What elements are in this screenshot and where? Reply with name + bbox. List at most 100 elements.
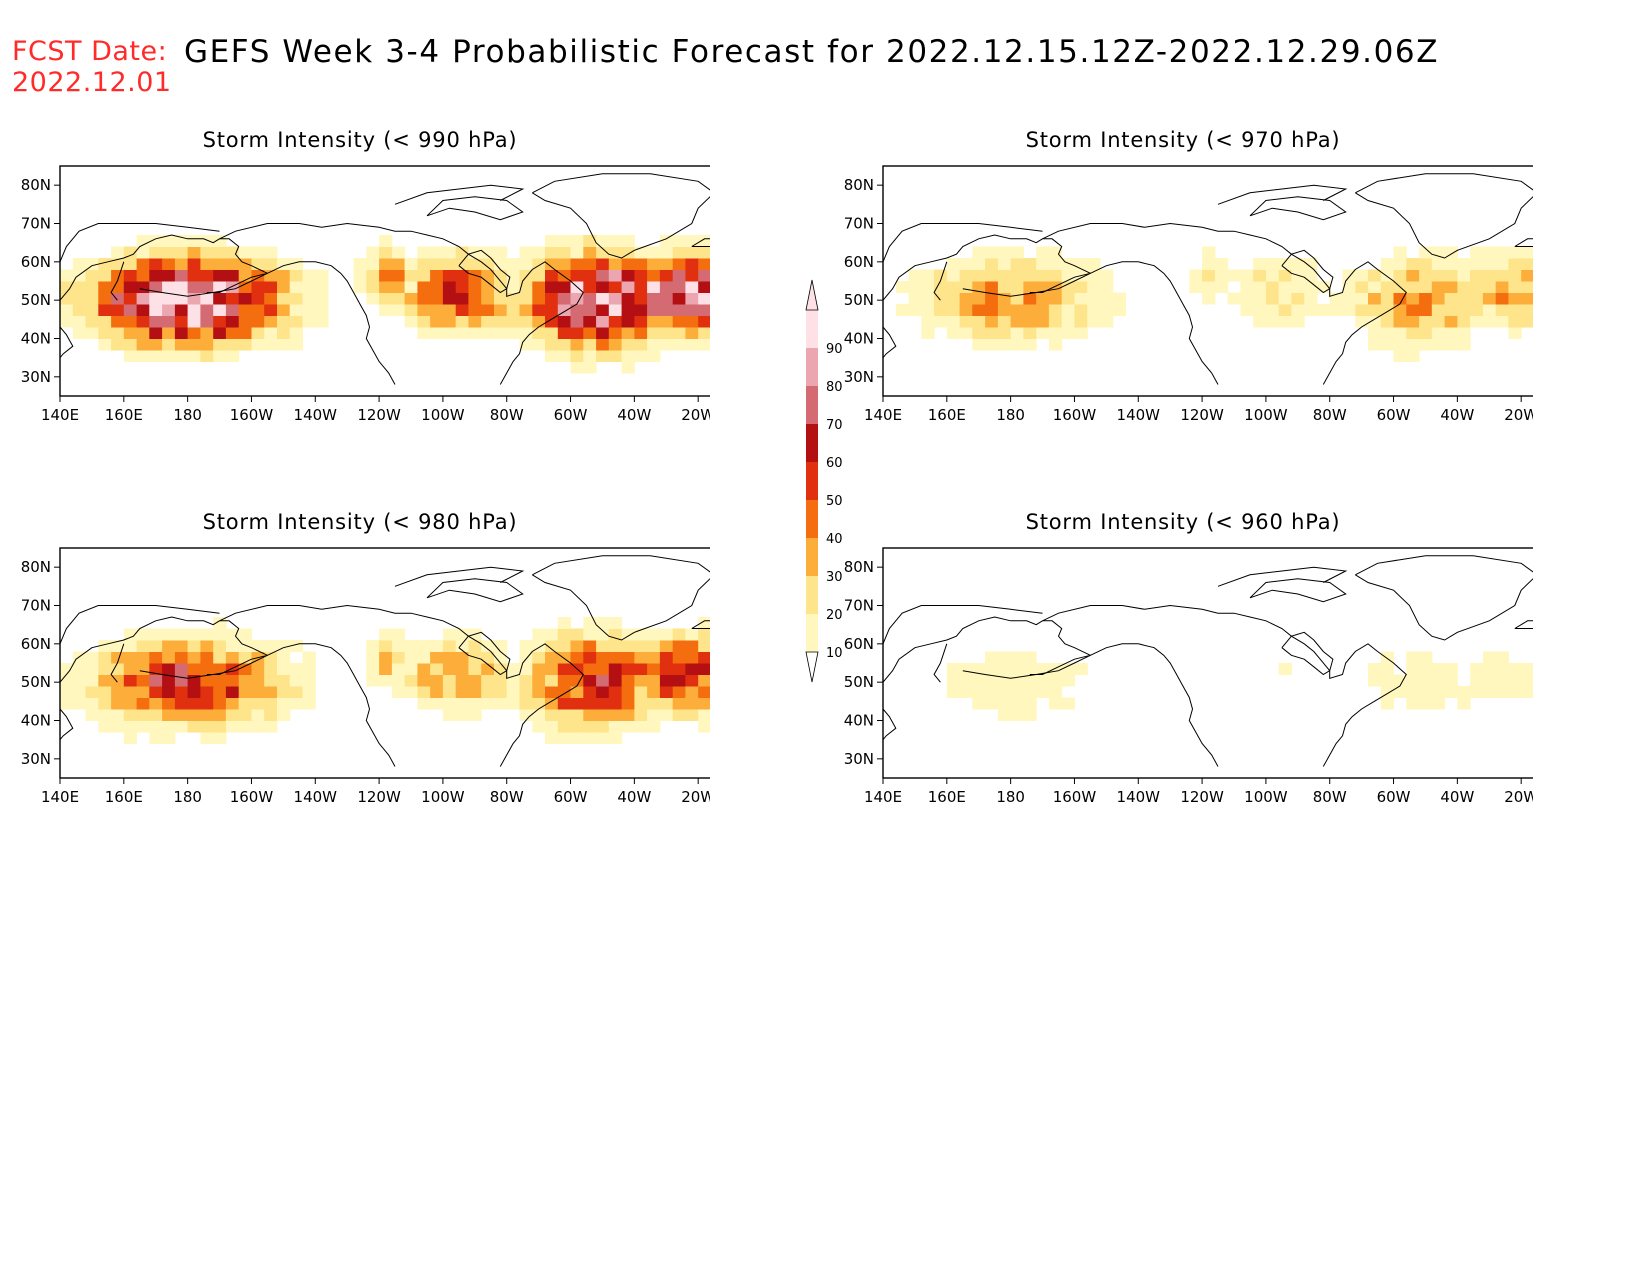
probability-cell bbox=[659, 327, 674, 339]
coastline bbox=[1281, 631, 1334, 676]
probability-cell bbox=[251, 663, 265, 675]
probability-cell bbox=[302, 269, 316, 282]
probability-cell bbox=[506, 258, 520, 270]
probability-cell bbox=[634, 674, 648, 687]
probability-cell bbox=[1048, 686, 1063, 698]
lon-label: 180 bbox=[996, 406, 1025, 424]
probability-cell bbox=[213, 674, 227, 687]
probability-cell bbox=[111, 304, 125, 316]
probability-cell bbox=[162, 269, 176, 282]
probability-cell bbox=[583, 686, 597, 698]
lon-label: 120W bbox=[1180, 788, 1224, 806]
probability-cell bbox=[85, 697, 99, 710]
probability-cell bbox=[1048, 258, 1063, 270]
probability-cell bbox=[302, 304, 316, 316]
probability-cell bbox=[468, 292, 482, 305]
probability-cell bbox=[200, 686, 214, 698]
probability-cell bbox=[455, 628, 469, 641]
probability-cell bbox=[98, 338, 112, 351]
probability-cell bbox=[659, 709, 674, 721]
probability-cell bbox=[1368, 281, 1382, 293]
probability-cell bbox=[149, 281, 163, 293]
probability-cell bbox=[698, 292, 710, 305]
probability-cell bbox=[583, 697, 597, 710]
probability-cell bbox=[123, 640, 138, 652]
probability-cell bbox=[698, 674, 710, 687]
probability-cell bbox=[608, 246, 623, 259]
probability-cell bbox=[187, 258, 201, 270]
probability-cell bbox=[685, 315, 699, 328]
probability-cell bbox=[481, 281, 495, 293]
probability-cell bbox=[187, 327, 201, 339]
probability-cell bbox=[1393, 350, 1407, 362]
probability-cell bbox=[1521, 674, 1533, 687]
probability-cell bbox=[1202, 258, 1216, 270]
probability-cell bbox=[621, 651, 635, 664]
probability-cell bbox=[698, 235, 710, 247]
probability-cell bbox=[98, 327, 112, 339]
probability-cell bbox=[1074, 292, 1088, 305]
probability-cell bbox=[1240, 304, 1254, 316]
probability-cell bbox=[162, 246, 176, 259]
probability-cell bbox=[1061, 281, 1075, 293]
probability-cell bbox=[187, 315, 201, 328]
colorbar-label: 30 bbox=[826, 570, 843, 585]
probability-cell bbox=[174, 651, 189, 664]
probability-cell bbox=[225, 651, 240, 664]
probability-cell bbox=[621, 315, 635, 328]
probability-cell bbox=[685, 651, 699, 664]
probability-cell bbox=[417, 651, 431, 664]
probability-cell bbox=[123, 732, 138, 744]
probability-cell bbox=[1444, 327, 1458, 339]
probability-cell bbox=[959, 304, 973, 316]
probability-cell bbox=[225, 697, 240, 710]
probability-cell bbox=[519, 315, 533, 328]
probability-cell bbox=[238, 663, 252, 675]
probability-cell bbox=[1470, 315, 1484, 328]
coastline bbox=[882, 326, 897, 359]
probability-cell bbox=[1265, 269, 1280, 282]
probability-cell bbox=[417, 281, 431, 293]
probability-cell bbox=[289, 640, 303, 652]
probability-cell bbox=[1368, 663, 1382, 675]
probability-cell bbox=[264, 674, 278, 687]
probability-cell bbox=[908, 269, 922, 282]
probability-cell bbox=[468, 304, 482, 316]
coastline bbox=[219, 222, 584, 385]
probability-cell bbox=[997, 281, 1012, 293]
probability-cell bbox=[672, 281, 686, 293]
probability-cell bbox=[1214, 258, 1229, 270]
probability-cell bbox=[621, 720, 635, 733]
probability-cell bbox=[123, 315, 138, 328]
probability-cell bbox=[1010, 269, 1024, 282]
probability-cell bbox=[442, 697, 457, 710]
probability-cell bbox=[136, 327, 150, 339]
probability-cell bbox=[608, 338, 623, 351]
probability-cell bbox=[1406, 663, 1420, 675]
probability-cell bbox=[430, 651, 444, 664]
coastline bbox=[458, 631, 511, 676]
probability-cell bbox=[985, 258, 999, 270]
probability-cell bbox=[455, 651, 469, 664]
probability-cell bbox=[149, 640, 163, 652]
probability-cell bbox=[289, 338, 303, 351]
probability-cell bbox=[1482, 292, 1497, 305]
probability-cell bbox=[672, 246, 686, 259]
probability-cell bbox=[946, 269, 961, 282]
probability-cell bbox=[1368, 315, 1382, 328]
colorbar-label: 50 bbox=[826, 494, 843, 509]
probability-cell bbox=[277, 674, 291, 687]
probability-cell bbox=[672, 258, 686, 270]
probability-cell bbox=[672, 686, 686, 698]
probability-cell bbox=[213, 651, 227, 664]
probability-cell bbox=[1380, 697, 1395, 710]
probability-cell bbox=[1074, 281, 1088, 293]
probability-cell bbox=[647, 663, 661, 675]
coastline bbox=[1281, 249, 1334, 294]
probability-cell bbox=[391, 292, 406, 305]
probability-cell bbox=[1291, 315, 1305, 328]
probability-cell bbox=[123, 651, 138, 664]
probability-cell bbox=[1278, 304, 1292, 316]
probability-cell bbox=[997, 709, 1012, 721]
probability-cell bbox=[379, 235, 393, 247]
